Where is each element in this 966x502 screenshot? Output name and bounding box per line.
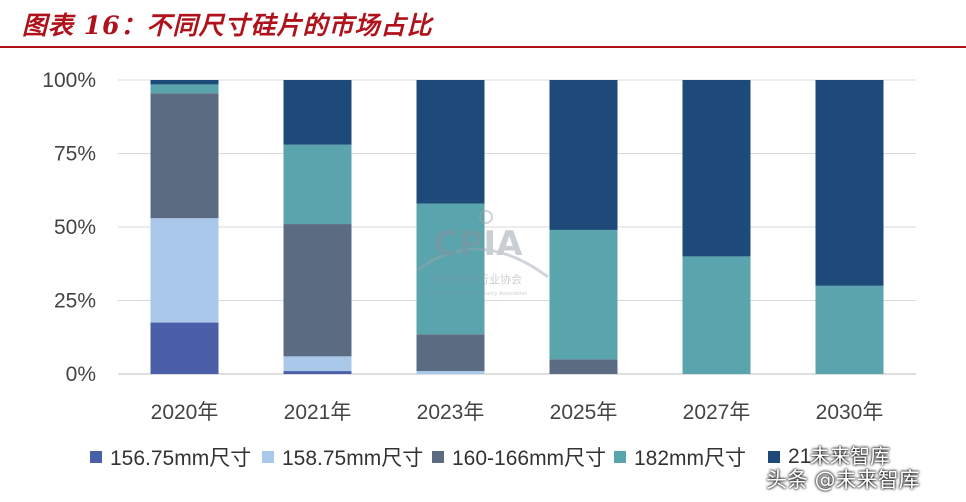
bar-segment	[283, 356, 352, 372]
chart-title: 图表 16：不同尺寸硅片的市场占比	[22, 11, 433, 40]
bar-segment	[150, 218, 219, 323]
legend-swatch	[432, 451, 444, 463]
header: 图表 16：不同尺寸硅片的市场占比	[0, 0, 966, 48]
legend-label: 21	[788, 445, 812, 468]
bar-segment	[416, 334, 485, 372]
bar-segment	[416, 203, 485, 335]
bar-segment	[682, 80, 751, 257]
legend-label: 158.75mm尺寸	[282, 447, 424, 470]
y-tick-label: 25%	[54, 290, 96, 313]
legend-item: 158.75mm尺寸	[262, 442, 423, 472]
cpia-logo-text: CPIA	[434, 224, 524, 264]
title-rule	[0, 46, 966, 48]
x-tick-label: 2021年	[284, 401, 352, 424]
legend-swatch	[614, 451, 626, 463]
bar-segment	[815, 285, 884, 374]
legend-label: 156.75mm尺寸	[110, 447, 252, 470]
footer-watermark-line2: 头条 @未来智库	[766, 468, 920, 492]
bar-segment	[283, 224, 352, 357]
x-tick-label: 2020年	[151, 401, 219, 424]
bar-segment	[416, 80, 485, 204]
x-axis-ticks: 2020年 2021年 2023年 2025年 2027年 2030年	[151, 401, 884, 424]
x-tick-label: 2023年	[417, 401, 485, 424]
legend-item: 182mm尺寸	[614, 442, 746, 472]
y-axis-ticks: 0% 25% 50% 75% 100%	[42, 69, 96, 386]
cpia-logo-en: China Photovoltaic Industry Association	[429, 291, 528, 297]
y-tick-label: 100%	[42, 69, 96, 92]
legend-swatch	[90, 451, 102, 463]
legend-label: 160-166mm尺寸	[452, 447, 607, 470]
bar-segment	[416, 371, 485, 374]
bar-segment	[150, 80, 219, 85]
bar-segment	[150, 84, 219, 94]
y-tick-label: 0%	[66, 363, 96, 386]
x-tick-label: 2030年	[816, 401, 884, 424]
x-tick-label: 2027年	[683, 401, 751, 424]
cpia-watermark-logo: CPIA 中国光伏行业协会 China Photovoltaic Industr…	[417, 210, 549, 297]
bar-segment	[283, 371, 352, 374]
legend-swatch	[768, 451, 780, 463]
legend-item: 21	[768, 442, 811, 472]
bars	[150, 80, 884, 374]
bar-segment	[283, 144, 352, 225]
bar-segment	[549, 80, 618, 230]
bar-segment	[283, 80, 352, 145]
y-tick-label: 75%	[54, 143, 96, 166]
y-tick-label: 50%	[54, 216, 96, 239]
legend-item: 156.75mm尺寸	[90, 442, 251, 472]
bar-segment	[682, 256, 751, 374]
bar-segment	[549, 229, 618, 360]
legend-swatch	[262, 451, 274, 463]
legend: 156.75mm尺寸 158.75mm尺寸 160-166mm尺寸 182mm尺寸 21	[0, 442, 966, 472]
bar-segment	[150, 322, 219, 374]
bar-segment	[815, 80, 884, 286]
cpia-logo-cn: 中国光伏行业协会	[434, 272, 522, 286]
stacked-bar-chart: 0% 25% 50% 75% 100% 2020年 2021年 2023年 2025年 2027…	[42, 69, 916, 424]
bar-segment	[549, 359, 618, 374]
x-tick-label: 2025年	[550, 401, 618, 424]
bar-segment	[150, 93, 219, 219]
footer-watermark-line1: 未来智库	[810, 444, 890, 468]
legend-item: 160-166mm尺寸	[432, 442, 606, 472]
legend-label: 182mm尺寸	[634, 447, 747, 470]
gridlines	[118, 79, 916, 375]
